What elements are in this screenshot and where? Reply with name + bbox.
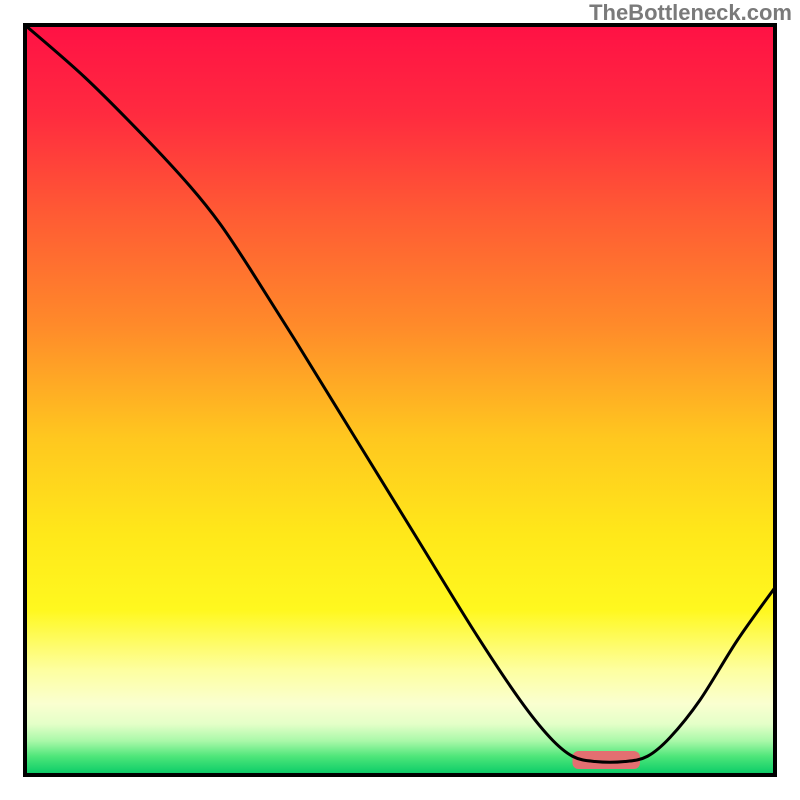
chart-container: TheBottleneck.com <box>0 0 800 800</box>
bottleneck-chart <box>0 0 800 800</box>
gradient-background <box>25 25 775 775</box>
plot-area <box>25 25 775 775</box>
